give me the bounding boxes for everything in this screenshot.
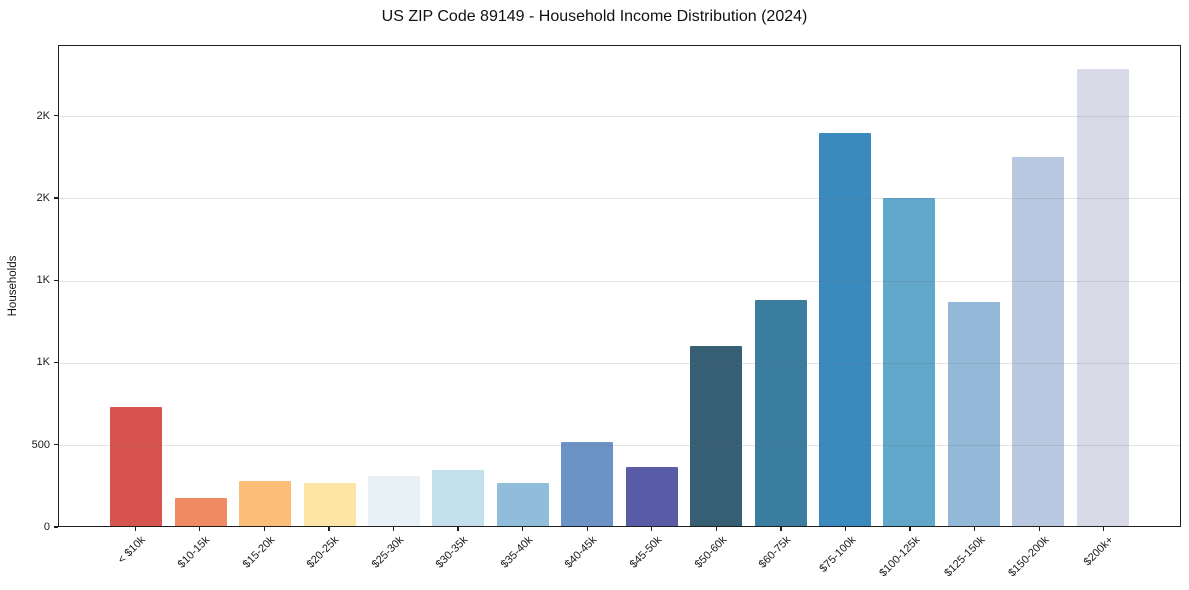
x-tick-mark: [263, 527, 266, 531]
x-tick-label: $200k+: [1081, 534, 1117, 569]
bar-$100-125k: [883, 198, 936, 526]
x-tick-mark: [457, 527, 459, 531]
bar-slot: [491, 46, 555, 526]
bar-slot: [748, 46, 812, 526]
bar-slot: [620, 46, 684, 526]
y-tick-mark: [54, 279, 58, 281]
bar-slot: [168, 46, 232, 526]
y-tick-label: 1K: [36, 274, 50, 287]
bar-$25-30k: [367, 476, 420, 526]
x-tick-label: $100-125k: [877, 534, 923, 580]
bar-slot: [555, 46, 619, 526]
x-tick-label: < $10k: [115, 534, 148, 567]
x-tick-label: $20-25k: [304, 534, 342, 571]
x-tick-mark: [1038, 527, 1040, 531]
bar-$50-60k: [690, 345, 743, 526]
bar-slot: [1071, 46, 1135, 526]
bar-slot: [104, 46, 168, 526]
x-tick-mark: [780, 527, 782, 531]
bar-$75-100k: [819, 132, 872, 526]
bar-$200k+: [1076, 68, 1129, 526]
bar-$15-20k: [239, 480, 292, 526]
y-tick-mark: [54, 115, 58, 117]
bar-$40-45k: [561, 442, 614, 526]
y-tick-mark: [54, 444, 58, 446]
y-tick-label: 0: [43, 521, 50, 533]
bars-container: [59, 46, 1180, 526]
y-tick-label: 2K: [36, 191, 50, 204]
x-tick-mark: [651, 527, 653, 531]
bar-$30-35k: [432, 470, 485, 526]
x-tick-label: $30-35k: [433, 534, 471, 571]
bar-slot: [684, 46, 748, 526]
x-tick-mark: [715, 527, 717, 531]
x-tick-label: $45-50k: [627, 534, 665, 571]
bar-$150-200k: [1012, 157, 1065, 526]
x-tick-mark: [1103, 527, 1105, 531]
bar-slot: [877, 46, 941, 526]
y-tick-label: 500: [31, 438, 50, 451]
y-tick-label: 2K: [36, 109, 50, 122]
bar-$60-75k: [754, 299, 807, 526]
x-tick-mark: [392, 527, 395, 531]
bar-slot: [1006, 46, 1070, 526]
x-tick-mark: [328, 527, 330, 531]
plot-area: [58, 45, 1181, 527]
bar-slot: [813, 46, 877, 526]
bar-slot: [297, 46, 361, 526]
y-tick-mark: [54, 361, 58, 364]
x-tick-label: $150-200k: [1006, 534, 1052, 580]
bar-$45-50k: [625, 467, 678, 526]
bar-slot: [942, 46, 1006, 526]
y-tick-mark: [54, 197, 58, 199]
bar-$35-40k: [496, 482, 549, 526]
x-tick-mark: [199, 527, 201, 531]
x-tick-mark: [134, 527, 136, 531]
bar-< $10k: [110, 407, 163, 526]
x-tick-label: $125-150k: [941, 534, 988, 580]
y-tick-label: 1K: [36, 356, 50, 369]
x-tick-mark: [973, 527, 976, 531]
x-tick-label: $25-30k: [369, 534, 407, 571]
bar-$20-25k: [303, 482, 356, 526]
x-tick-mark: [586, 527, 588, 531]
bar-slot: [362, 46, 426, 526]
x-tick-label: $35-40k: [498, 534, 536, 571]
x-tick-label: $50-60k: [692, 534, 729, 571]
bar-slot: [426, 46, 490, 526]
x-tick-label: $15-20k: [240, 534, 277, 571]
x-tick-label: $10-15k: [175, 534, 213, 571]
x-tick-mark: [522, 527, 524, 531]
bar-$125-150k: [947, 302, 1000, 526]
y-tick-mark: [54, 526, 58, 528]
x-tick-label: $75-100k: [817, 534, 858, 575]
x-tick-label: $60-75k: [756, 534, 794, 571]
x-tick-mark: [909, 527, 911, 531]
x-tick-mark: [844, 527, 847, 531]
x-tick-label: $40-45k: [563, 534, 600, 571]
bar-slot: [233, 46, 297, 526]
chart-title: US ZIP Code 89149 - Household Income Dis…: [381, 8, 808, 25]
bar-$10-15k: [174, 498, 227, 526]
